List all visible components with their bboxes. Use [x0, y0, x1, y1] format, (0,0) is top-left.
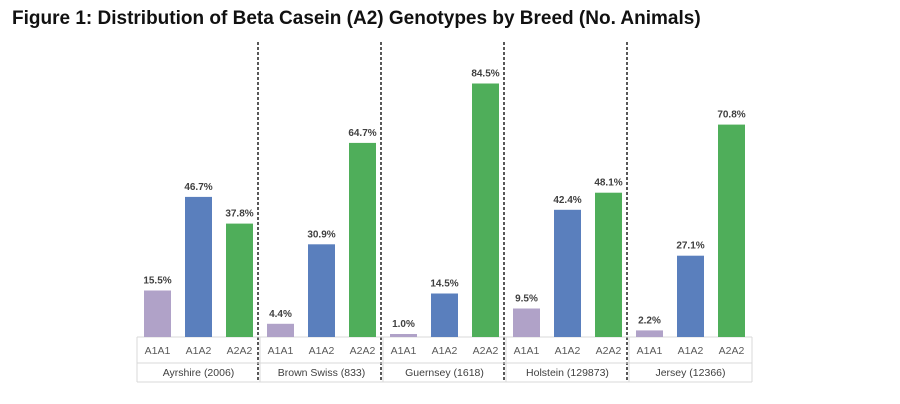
- tick-label: A1A1: [391, 345, 417, 357]
- bar-a2a2: [226, 223, 253, 337]
- data-label: 4.4%: [269, 309, 292, 320]
- data-label: 64.7%: [348, 128, 376, 139]
- data-label: 9.5%: [515, 294, 538, 305]
- data-label: 42.4%: [553, 195, 581, 206]
- bar-a1a1: [267, 323, 294, 337]
- tick-label: A2A2: [227, 345, 253, 357]
- data-label: 2.2%: [638, 315, 661, 326]
- bar-a1a1: [636, 330, 663, 337]
- tick-label: A1A2: [432, 345, 458, 357]
- data-label: 27.1%: [676, 241, 704, 252]
- chart-title: Figure 1: Distribution of Beta Casein (A…: [12, 8, 701, 29]
- tick-label: A1A1: [268, 345, 294, 357]
- tick-label: A1A2: [678, 345, 704, 357]
- data-label: 46.7%: [184, 182, 212, 193]
- group-label: Brown Swiss (833): [278, 367, 366, 379]
- tick-label: A1A2: [555, 345, 581, 357]
- tick-label: A1A1: [514, 345, 540, 357]
- tick-label: A2A2: [719, 345, 745, 357]
- data-label: 48.1%: [594, 178, 622, 189]
- data-label: 70.8%: [717, 110, 745, 121]
- group-label: Guernsey (1618): [405, 367, 484, 379]
- data-label: 1.0%: [392, 319, 415, 330]
- bar-a2a2: [349, 142, 376, 337]
- bar-a1a1: [390, 334, 417, 337]
- data-label: 14.5%: [430, 279, 458, 290]
- tick-label: A2A2: [350, 345, 376, 357]
- tick-label: A2A2: [473, 345, 499, 357]
- bar-a1a2: [185, 196, 212, 337]
- tick-label: A1A2: [186, 345, 212, 357]
- group-label: Holstein (129873): [526, 367, 609, 379]
- group-label: Jersey (12366): [655, 367, 725, 379]
- bar-a1a2: [677, 255, 704, 337]
- tick-label: A2A2: [596, 345, 622, 357]
- bar-a2a2: [472, 83, 499, 337]
- bar-a2a2: [595, 192, 622, 337]
- bar-a1a2: [554, 209, 581, 337]
- bar-a1a2: [431, 293, 458, 337]
- data-label: 84.5%: [471, 69, 499, 80]
- tick-label: A1A2: [309, 345, 335, 357]
- bar-a2a2: [718, 124, 745, 337]
- bar-a1a1: [144, 290, 171, 337]
- group-label: Ayrshire (2006): [163, 367, 235, 379]
- bar-a1a2: [308, 244, 335, 337]
- data-label: 30.9%: [307, 229, 335, 240]
- tick-label: A1A1: [637, 345, 663, 357]
- data-label: 37.8%: [225, 209, 253, 220]
- tick-label: A1A1: [145, 345, 171, 357]
- data-label: 15.5%: [143, 276, 171, 287]
- bar-a1a1: [513, 308, 540, 337]
